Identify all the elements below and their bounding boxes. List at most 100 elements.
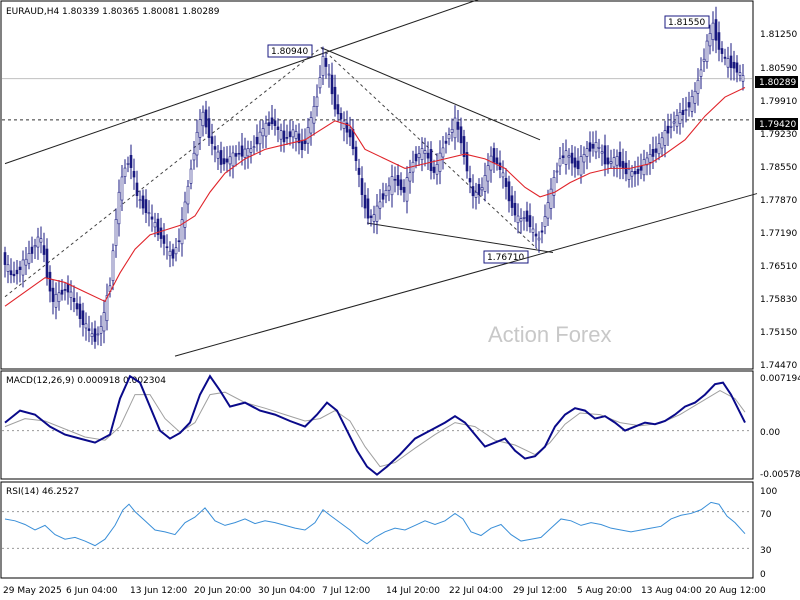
candle-body — [522, 217, 526, 219]
candle-body — [300, 141, 304, 151]
candle-body — [651, 149, 655, 157]
candle-body — [24, 258, 28, 266]
candle-body — [525, 210, 529, 222]
candle-body — [507, 181, 511, 202]
candle-body — [723, 56, 727, 59]
macd-main-line — [4, 374, 746, 476]
candle-body — [444, 140, 448, 144]
candle-body — [408, 172, 412, 182]
candle-body — [423, 150, 427, 154]
rsi-tick: 30 — [760, 546, 772, 556]
level-price-label: 1.79420 — [759, 120, 796, 130]
price-tick: 1.81250 — [760, 30, 797, 40]
candle-body — [378, 201, 382, 209]
candle-body — [78, 303, 82, 319]
candle-body — [219, 150, 223, 165]
current-price-box — [755, 76, 798, 88]
candle-body — [123, 167, 127, 177]
candle-body — [450, 128, 454, 133]
candle-body — [312, 105, 316, 124]
macd-header: MACD(12,26,9) 0.000918 0.002304 — [6, 376, 166, 386]
price-tick: 1.79230 — [760, 130, 797, 140]
candle-body — [225, 158, 229, 163]
candle-body — [279, 130, 283, 140]
candle-body — [582, 154, 586, 163]
candle-body — [405, 177, 409, 202]
channel-mid-dashed-line — [4, 47, 322, 298]
candle-body — [585, 148, 589, 157]
candle-body — [717, 32, 721, 50]
candle-body — [714, 19, 718, 41]
time-label: 29 Jul 12:00 — [513, 586, 567, 596]
wedge-lower-line — [366, 222, 554, 253]
candle-body — [354, 146, 358, 161]
time-label: 22 Jul 04:00 — [449, 586, 503, 596]
candle-body — [159, 227, 163, 239]
candle-body — [285, 137, 289, 139]
time-label: 20 Aug 12:00 — [705, 586, 766, 596]
candle-body — [243, 148, 247, 158]
candle-body — [549, 188, 553, 209]
rsi-tick: 0 — [760, 570, 766, 580]
candle-body — [456, 121, 460, 130]
candle-body — [645, 157, 649, 166]
candle-body — [711, 22, 715, 40]
candle-body — [66, 283, 70, 293]
candle-body — [573, 157, 577, 168]
macd-tick: -0.005784 — [760, 470, 800, 480]
candle-body — [324, 57, 328, 67]
candle-body — [150, 216, 154, 220]
symbol-header: EURAUD,H4 1.80339 1.80365 1.80081 1.8028… — [6, 7, 220, 17]
swing-high-1-label: 1.80940 — [271, 47, 308, 57]
candle-body — [198, 119, 202, 138]
candle-body — [726, 58, 730, 68]
candle-body — [432, 166, 436, 173]
candle-body — [402, 186, 406, 193]
candle-body — [657, 143, 661, 155]
candle-body — [471, 186, 475, 197]
candle-body — [369, 215, 373, 218]
candle-body — [30, 246, 34, 254]
candle-body — [18, 266, 22, 271]
candle-body — [675, 115, 679, 127]
candle-body — [693, 90, 697, 104]
candle-body — [15, 269, 19, 275]
rsi-tick: 70 — [760, 510, 772, 520]
candle-body — [501, 172, 505, 178]
candle-body — [27, 253, 31, 264]
price-tick: 1.74470 — [760, 361, 797, 371]
candle-body — [165, 246, 169, 249]
macd-tick: 0.007194 — [760, 374, 800, 384]
candle-body — [738, 72, 742, 76]
candle-body — [642, 159, 646, 176]
candle-body — [543, 216, 547, 227]
candle-body — [510, 195, 514, 208]
candle-body — [528, 215, 532, 228]
macd-tick: 0.00 — [760, 428, 780, 438]
candle-body — [81, 310, 85, 325]
candle-body — [321, 56, 325, 76]
candle-body — [177, 240, 181, 243]
price-tick: 1.77870 — [760, 196, 797, 206]
time-label: 20 Jun 20:00 — [194, 586, 251, 596]
candle-body — [306, 127, 310, 144]
swing-high-2-box — [664, 15, 710, 29]
candle-body — [633, 171, 637, 175]
candle-body — [546, 202, 550, 219]
candle-body — [273, 120, 277, 126]
candle-body — [381, 193, 385, 200]
candle-body — [453, 117, 457, 139]
candle-body — [612, 157, 616, 168]
candle-body — [705, 40, 709, 63]
candle-body — [366, 198, 370, 219]
candle-body — [171, 249, 175, 259]
candle-body — [141, 195, 145, 209]
candle-body — [144, 199, 148, 213]
candle-body — [570, 152, 574, 164]
candle-body — [297, 133, 301, 144]
candle-body — [648, 154, 652, 163]
time-label: 13 Aug 04:00 — [641, 586, 702, 596]
candle-body — [276, 126, 280, 130]
candle-body — [36, 236, 40, 248]
candle-body — [426, 152, 430, 159]
